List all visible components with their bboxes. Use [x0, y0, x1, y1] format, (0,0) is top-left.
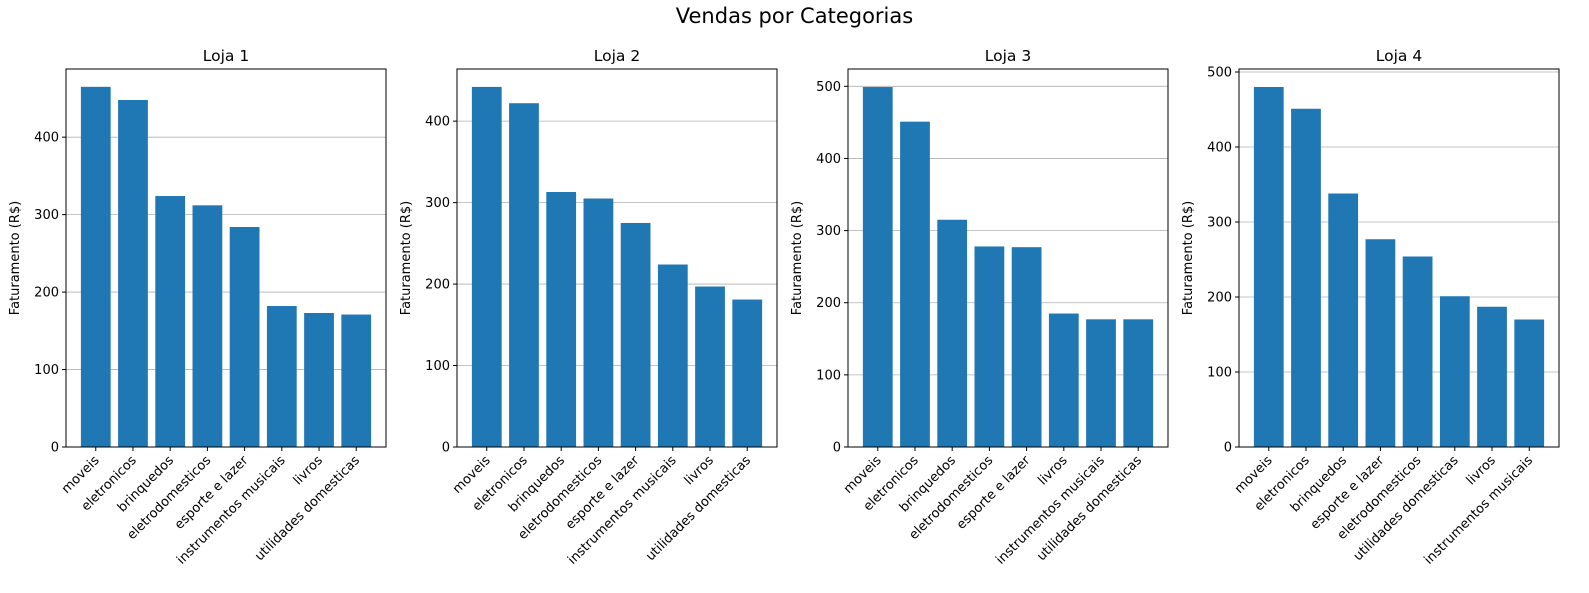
bar: [695, 286, 725, 447]
y-tick-label: 0: [833, 441, 841, 456]
x-tick-label: livros: [1035, 453, 1070, 488]
bar: [1253, 87, 1284, 447]
subplot-4: 0100200300400500moveiseletronicosbrinque…: [1181, 47, 1560, 568]
y-tick-label: 200: [34, 286, 59, 301]
y-tick-label: 200: [425, 278, 450, 293]
bar: [229, 227, 260, 447]
bar: [1477, 306, 1507, 447]
axes-frame: [1238, 68, 1560, 448]
subplot-title: Loja 2: [594, 47, 640, 65]
subplot-title: Loja 3: [985, 47, 1031, 65]
y-tick-label: 200: [1207, 291, 1232, 306]
y-tick-label: 500: [1207, 66, 1232, 81]
bar: [1086, 319, 1116, 447]
bar: [546, 192, 577, 447]
bar: [192, 205, 223, 447]
y-tick-label: 0: [1224, 441, 1232, 456]
bar: [732, 299, 763, 447]
bar: [1291, 108, 1321, 447]
y-tick-label: 300: [34, 208, 59, 223]
y-tick-label: 400: [816, 152, 841, 167]
bar: [1365, 239, 1396, 447]
subplot-3: 0100200300400500moveiseletronicosbrinque…: [790, 47, 1169, 568]
x-tick-label: livros: [682, 453, 717, 488]
bar: [862, 87, 893, 447]
figure-title: Vendas por Categorias: [675, 4, 914, 28]
y-tick-label: 100: [34, 363, 59, 378]
bar: [266, 306, 297, 447]
y-axis-label: Faturamento (R$): [790, 201, 805, 315]
y-tick-label: 500: [816, 80, 841, 95]
y-tick-label: 0: [442, 441, 450, 456]
y-tick-label: 400: [1207, 141, 1232, 156]
bar: [509, 103, 539, 447]
bar: [583, 198, 614, 447]
bar: [1514, 319, 1545, 447]
bar: [155, 196, 186, 447]
bar: [1328, 193, 1359, 447]
y-axis-label: Faturamento (R$): [1181, 201, 1196, 315]
bar: [1123, 319, 1154, 447]
bar: [974, 246, 1005, 447]
subplot-title: Loja 1: [203, 47, 249, 65]
bar: [1048, 313, 1079, 447]
axes-frame: [456, 68, 778, 448]
axes-frame: [65, 68, 387, 448]
y-tick-label: 200: [816, 296, 841, 311]
y-tick-label: 300: [425, 196, 450, 211]
x-tick-label: livros: [291, 453, 326, 488]
y-axis-label: Faturamento (R$): [8, 201, 23, 315]
bar: [937, 219, 968, 447]
y-tick-label: 300: [816, 224, 841, 239]
y-tick-label: 400: [425, 115, 450, 130]
subplot-2: 0100200300400moveiseletronicosbrinquedos…: [399, 47, 778, 568]
x-tick-label: livros: [1464, 453, 1499, 488]
bar: [118, 99, 148, 447]
bar: [304, 312, 334, 447]
y-axis-label: Faturamento (R$): [399, 201, 414, 315]
y-tick-label: 100: [1207, 366, 1232, 381]
bar: [471, 86, 502, 447]
bar: [1011, 247, 1042, 447]
bar: [657, 264, 688, 447]
bar: [1402, 256, 1433, 447]
subplot-title: Loja 4: [1376, 47, 1422, 65]
y-tick-label: 0: [51, 441, 59, 456]
y-tick-label: 100: [425, 359, 450, 374]
bar: [80, 86, 111, 447]
bar: [620, 222, 651, 447]
bar: [341, 314, 372, 447]
y-tick-label: 100: [816, 368, 841, 383]
y-tick-label: 400: [34, 131, 59, 146]
bar: [1439, 296, 1470, 447]
bar: [900, 121, 930, 447]
axes-frame: [847, 68, 1169, 448]
subplot-1: 0100200300400moveiseletronicosbrinquedos…: [8, 47, 387, 568]
y-tick-label: 300: [1207, 216, 1232, 231]
